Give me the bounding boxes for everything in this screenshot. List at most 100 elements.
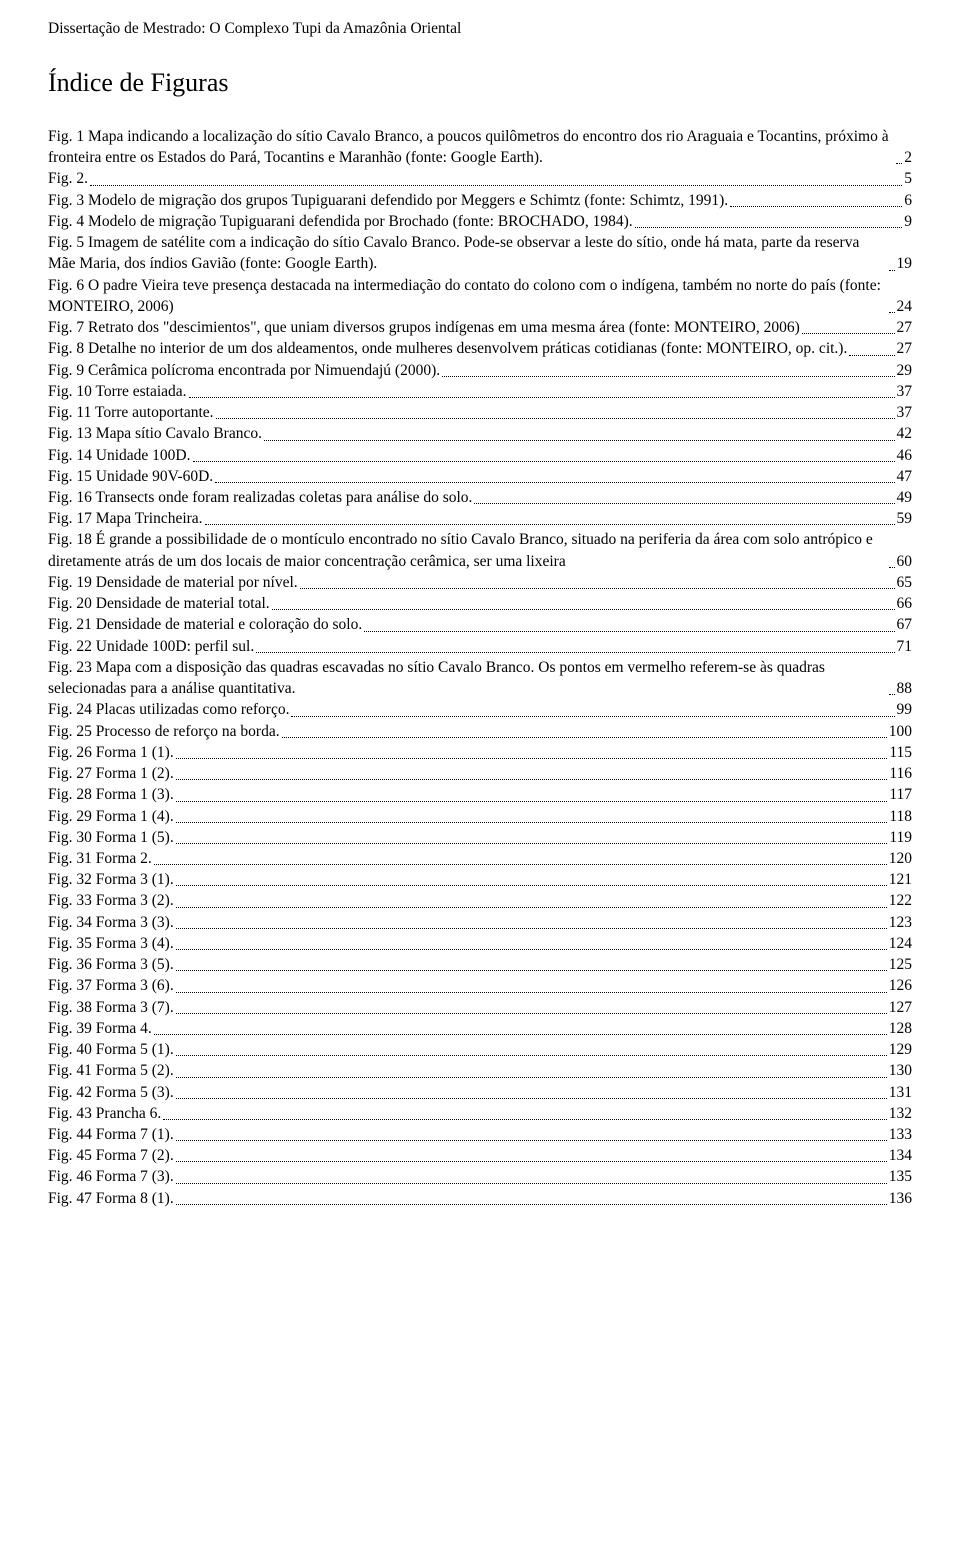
toc-leader-dots: [889, 694, 895, 695]
toc-leader-dots: [474, 503, 894, 504]
toc-entry-text: Fig. 21 Densidade de material e coloraçã…: [48, 614, 362, 635]
toc-entry-page: 136: [889, 1188, 912, 1209]
toc-entry: Fig. 11 Torre autoportante. 37: [48, 402, 912, 423]
toc-leader-dots: [849, 355, 894, 356]
toc-entry: Fig. 47 Forma 8 (1). 136: [48, 1188, 912, 1209]
toc-entry-text: Fig. 7 Retrato dos "descimientos", que u…: [48, 317, 800, 338]
toc-entry-page: 120: [889, 848, 912, 869]
toc-entry: Fig. 23 Mapa com a disposição das quadra…: [48, 657, 912, 699]
toc-leader-dots: [176, 1077, 887, 1078]
toc-entry: Fig. 14 Unidade 100D. 46: [48, 445, 912, 466]
toc-leader-dots: [176, 843, 888, 844]
toc-leader-dots: [176, 949, 887, 950]
toc-entry: Fig. 34 Forma 3 (3). 123: [48, 912, 912, 933]
toc-entry: Fig. 30 Forma 1 (5). 119: [48, 827, 912, 848]
toc-entry-page: 131: [889, 1082, 912, 1103]
toc-entry-page: 9: [904, 211, 912, 232]
toc-entry-text: Fig. 40 Forma 5 (1).: [48, 1039, 174, 1060]
toc-leader-dots: [730, 206, 902, 207]
toc-entry-text: Fig. 39 Forma 4.: [48, 1018, 152, 1039]
toc-entry: Fig. 45 Forma 7 (2). 134: [48, 1145, 912, 1166]
document-page: Dissertação de Mestrado: O Complexo Tupi…: [0, 0, 960, 1249]
toc-entry: Fig. 2. 5: [48, 168, 912, 189]
toc-leader-dots: [272, 609, 895, 610]
toc-entry-page: 115: [889, 742, 912, 763]
toc-leader-dots: [889, 312, 895, 313]
toc-entry-page: 123: [889, 912, 912, 933]
toc-entry-text: Fig. 34 Forma 3 (3).: [48, 912, 174, 933]
toc-leader-dots: [176, 970, 887, 971]
toc-entry-text: Fig. 1 Mapa indicando a localização do s…: [48, 126, 894, 168]
toc-entry-text: Fig. 33 Forma 3 (2).: [48, 890, 174, 911]
toc-entry: Fig. 21 Densidade de material e coloraçã…: [48, 614, 912, 635]
toc-leader-dots: [176, 907, 887, 908]
toc-entry-text: Fig. 23 Mapa com a disposição das quadra…: [48, 657, 887, 699]
toc-entry-page: 29: [897, 360, 913, 381]
toc-leader-dots: [176, 928, 887, 929]
toc-entry-page: 133: [889, 1124, 912, 1145]
toc-entry-text: Fig. 5 Imagem de satélite com a indicaçã…: [48, 232, 887, 274]
toc-entry: Fig. 39 Forma 4. 128: [48, 1018, 912, 1039]
toc-entry-page: 128: [889, 1018, 912, 1039]
toc-leader-dots: [176, 1140, 887, 1141]
toc-entry-page: 117: [889, 784, 912, 805]
toc-entry-text: Fig. 6 O padre Vieira teve presença dest…: [48, 275, 887, 317]
toc-entry: Fig. 4 Modelo de migração Tupiguarani de…: [48, 211, 912, 232]
toc-entry-page: 66: [897, 593, 913, 614]
toc-leader-dots: [163, 1119, 887, 1120]
toc-entry: Fig. 26 Forma 1 (1). 115: [48, 742, 912, 763]
toc-entry: Fig. 42 Forma 5 (3). 131: [48, 1082, 912, 1103]
toc-entry: Fig. 9 Cerâmica polícroma encontrada por…: [48, 360, 912, 381]
toc-entry-text: Fig. 44 Forma 7 (1).: [48, 1124, 174, 1145]
toc-entry-page: 5: [904, 168, 912, 189]
toc-entry-text: Fig. 3 Modelo de migração dos grupos Tup…: [48, 190, 728, 211]
toc-entry-page: 126: [889, 975, 912, 996]
toc-entry-text: Fig. 37 Forma 3 (6).: [48, 975, 174, 996]
toc-entry-text: Fig. 10 Torre estaiada.: [48, 381, 187, 402]
toc-leader-dots: [154, 1034, 887, 1035]
toc-entry-page: 130: [889, 1060, 912, 1081]
toc-leader-dots: [282, 737, 887, 738]
toc-entry-page: 27: [897, 338, 913, 359]
toc-leader-dots: [176, 992, 887, 993]
toc-entry-page: 116: [889, 763, 912, 784]
toc-leader-dots: [176, 801, 888, 802]
toc-entry: Fig. 36 Forma 3 (5). 125: [48, 954, 912, 975]
toc-entry-page: 99: [897, 699, 913, 720]
toc-entry-text: Fig. 25 Processo de reforço na borda.: [48, 721, 280, 742]
toc-leader-dots: [176, 1055, 887, 1056]
toc-entry-page: 88: [897, 678, 913, 699]
toc-entry-page: 67: [897, 614, 913, 635]
toc-entry-page: 132: [889, 1103, 912, 1124]
toc-entry-text: Fig. 36 Forma 3 (5).: [48, 954, 174, 975]
toc-entry-page: 46: [897, 445, 913, 466]
toc-entry-text: Fig. 15 Unidade 90V-60D.: [48, 466, 213, 487]
toc-leader-dots: [90, 185, 902, 186]
toc-leader-dots: [176, 885, 887, 886]
toc-leader-dots: [889, 567, 895, 568]
toc-entry-page: 122: [889, 890, 912, 911]
toc-entry-page: 59: [897, 508, 913, 529]
toc-entry: Fig. 20 Densidade de material total. 66: [48, 593, 912, 614]
toc-leader-dots: [176, 1013, 887, 1014]
toc-entry-text: Fig. 18 É grande a possibilidade de o mo…: [48, 529, 887, 571]
toc-entry: Fig. 38 Forma 3 (7). 127: [48, 997, 912, 1018]
toc-entry: Fig. 33 Forma 3 (2). 122: [48, 890, 912, 911]
toc-entry-text: Fig. 41 Forma 5 (2).: [48, 1060, 174, 1081]
toc-entry: Fig. 37 Forma 3 (6). 126: [48, 975, 912, 996]
toc-entry-page: 37: [897, 381, 913, 402]
toc-entry-text: Fig. 32 Forma 3 (1).: [48, 869, 174, 890]
toc-leader-dots: [291, 716, 894, 717]
toc-entry: Fig. 7 Retrato dos "descimientos", que u…: [48, 317, 912, 338]
toc-entry-text: Fig. 46 Forma 7 (3).: [48, 1166, 174, 1187]
toc-leader-dots: [215, 482, 894, 483]
toc-entry-text: Fig. 35 Forma 3 (4).: [48, 933, 174, 954]
toc-leader-dots: [154, 864, 887, 865]
toc-entry-text: Fig. 29 Forma 1 (4).: [48, 806, 174, 827]
toc-entry: Fig. 43 Prancha 6. 132: [48, 1103, 912, 1124]
toc-entry-text: Fig. 43 Prancha 6.: [48, 1103, 161, 1124]
toc-leader-dots: [802, 333, 895, 334]
toc-entry-text: Fig. 13 Mapa sítio Cavalo Branco.: [48, 423, 262, 444]
toc-entry-page: 71: [897, 636, 913, 657]
toc-entry: Fig. 27 Forma 1 (2). 116: [48, 763, 912, 784]
